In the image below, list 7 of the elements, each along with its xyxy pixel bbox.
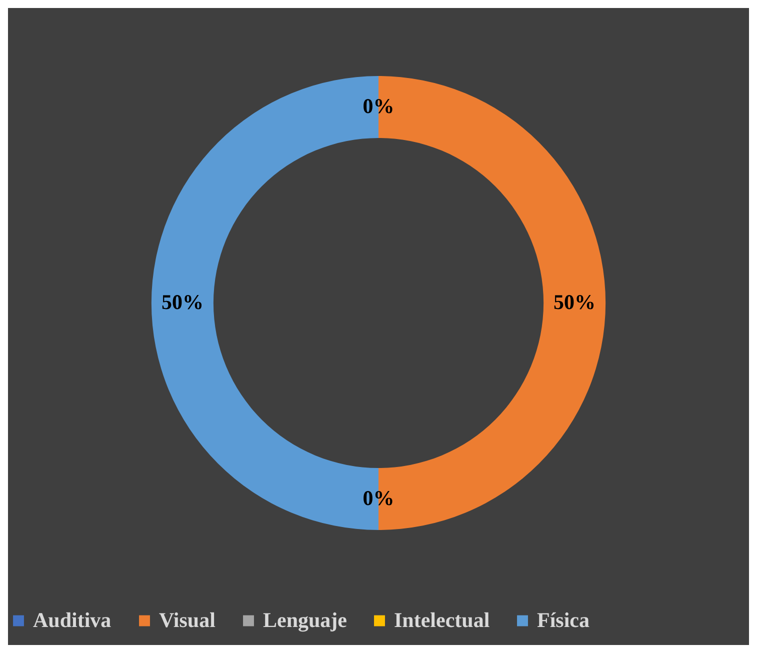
data-label: 50% xyxy=(162,290,204,314)
legend-label: Lenguaje xyxy=(263,608,347,632)
legend-label: Intelectual xyxy=(394,608,490,632)
legend-label: Física xyxy=(537,608,590,632)
legend-label: Auditiva xyxy=(33,608,112,632)
legend-label: Visual xyxy=(159,608,216,632)
data-label: 50% xyxy=(554,290,596,314)
